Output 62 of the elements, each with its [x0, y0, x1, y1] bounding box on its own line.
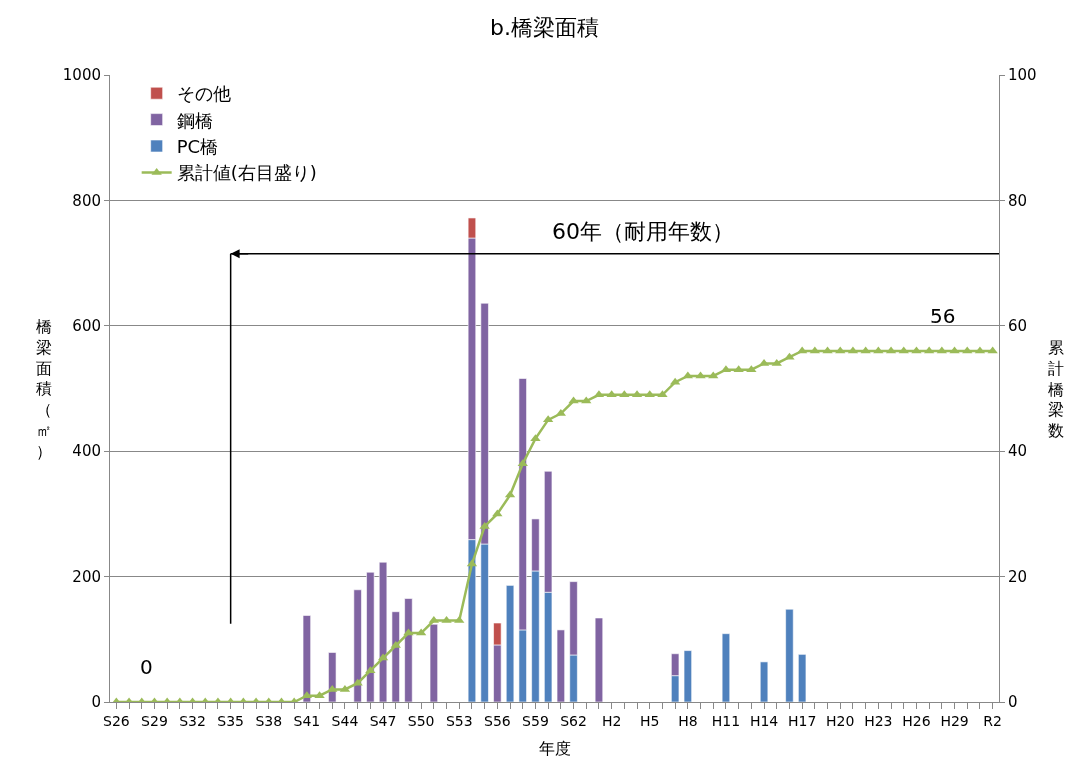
- x-tick-label: H17: [787, 712, 817, 729]
- x-tick-label: S44: [331, 712, 359, 729]
- x-tick-label: S50: [407, 712, 435, 729]
- bar: [556, 629, 565, 702]
- x-tick-label: S62: [560, 712, 587, 729]
- legend-label: その他: [176, 83, 231, 105]
- x-tick-label: H8: [678, 712, 698, 729]
- bar: [302, 615, 311, 702]
- bar: [721, 633, 731, 702]
- y-tick-label: 1000: [62, 66, 101, 85]
- bar: [759, 661, 769, 702]
- x-tick-label: S56: [484, 712, 511, 729]
- y2-tick-label: 0: [1008, 693, 1018, 712]
- legend-label: 累計値(右目盛り): [176, 162, 317, 184]
- y2-axis-title: 累計橋梁数: [1048, 338, 1064, 441]
- x-tick-label: S29: [141, 712, 168, 729]
- x-tick-label: H23: [864, 712, 893, 729]
- bar: [683, 650, 692, 702]
- x-tick-label: S32: [179, 712, 206, 729]
- bar: [353, 589, 362, 702]
- x-tick-label: S59: [522, 712, 549, 729]
- x-tick-label: H29: [940, 712, 969, 729]
- y-tick-label: 800: [72, 191, 101, 210]
- bar: [366, 571, 375, 702]
- x-tick-label: S41: [293, 712, 321, 729]
- x-tick-label: H20: [826, 712, 855, 729]
- data-label: 0: [140, 655, 153, 679]
- x-tick-label: S26: [103, 712, 130, 729]
- ref-line-label: 60年（耐用年数）: [552, 219, 734, 244]
- x-axis-title: 年度: [538, 739, 571, 759]
- bar: [505, 585, 515, 702]
- y2-tick-label: 20: [1008, 567, 1028, 586]
- x-tick-label: S35: [217, 712, 244, 729]
- y2-tick-label: 40: [1008, 442, 1028, 461]
- y2-tick-label: 100: [1008, 66, 1037, 85]
- data-label: 56: [930, 304, 956, 328]
- x-tick-label: R2: [983, 712, 1002, 729]
- bar: [378, 561, 388, 702]
- bar: [798, 654, 807, 702]
- bar: [328, 652, 337, 702]
- x-tick-label: H26: [902, 712, 931, 729]
- x-tick-label: H11: [711, 712, 741, 729]
- y2-tick-label: 60: [1008, 317, 1028, 336]
- y2-tick-label: 80: [1008, 191, 1028, 210]
- x-tick-label: S53: [445, 712, 473, 729]
- y-axis-title: 橋梁面積（㎡）: [36, 317, 52, 461]
- y-tick-label: 200: [72, 567, 101, 586]
- legend-label: 鋼橋: [176, 109, 213, 131]
- y-tick-label: 400: [72, 442, 101, 461]
- x-tick-label: S38: [255, 712, 283, 729]
- chart-title: b.橋梁面積: [490, 14, 599, 40]
- bar: [404, 598, 413, 702]
- legend-label: PC橋: [176, 136, 219, 158]
- x-tick-label: H14: [749, 712, 779, 729]
- bar: [594, 617, 604, 702]
- x-tick-label: H2: [601, 712, 622, 729]
- y-tick-label: 600: [72, 317, 101, 336]
- bar: [785, 608, 794, 702]
- y-tick-label: 0: [91, 693, 101, 712]
- x-tick-label: H5: [640, 712, 660, 729]
- x-tick-label: S47: [369, 712, 397, 729]
- bar: [391, 611, 400, 702]
